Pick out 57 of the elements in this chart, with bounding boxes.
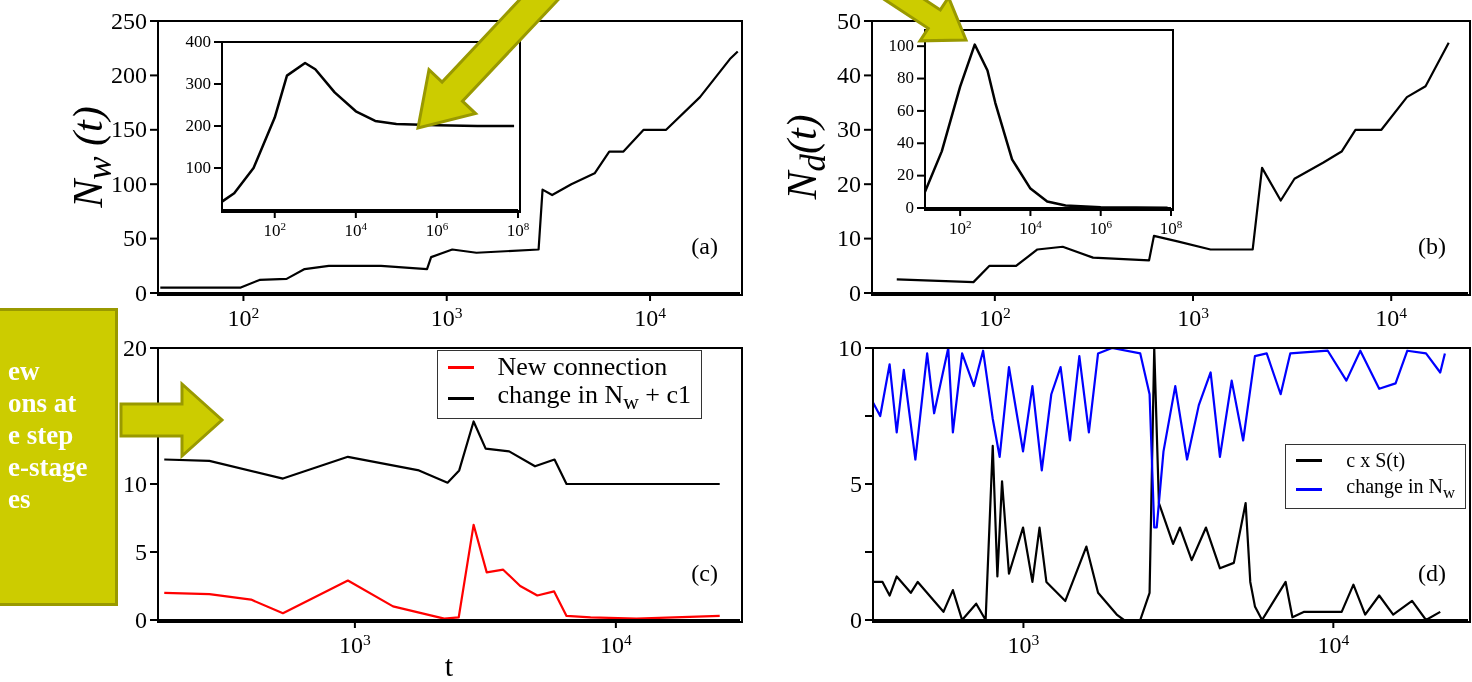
x-tick-label: 10$^{2}$ <box>978 303 1011 331</box>
x-tick-label: 10$^{2}$ <box>227 303 260 331</box>
y-tick-label: 200 <box>185 115 211 137</box>
x-tick-label: 10$^{4}$ <box>599 630 632 658</box>
y-tick-label: 100 <box>111 169 147 199</box>
y-tick-label: 100 <box>185 157 211 179</box>
y-tick-label: 0 <box>135 605 147 635</box>
y-tick-label: 20 <box>123 333 147 363</box>
y-tick-label: 40 <box>837 61 861 90</box>
y-tick-label: 0 <box>849 278 861 308</box>
x-tick-label: 10$^{4}$ <box>1317 630 1350 658</box>
y-tick-label: 30 <box>837 115 861 145</box>
y-tick-label: 0 <box>905 197 914 219</box>
legend-label: c x S(t) <box>1346 448 1406 473</box>
y-tick-label: 50 <box>123 224 147 253</box>
x-tick-label: 10$^{8}$ <box>1159 218 1183 239</box>
x-tick-label: 10$^{4}$ <box>634 303 667 331</box>
y-tick-label: 300 <box>185 73 211 95</box>
x-tick-label: 10$^{4}$ <box>1375 303 1408 331</box>
x-tick-label: 10$^{6}$ <box>425 220 449 241</box>
y-tick-label: 10 <box>123 469 147 499</box>
annotation: (b) <box>1418 233 1446 260</box>
legend-label: New connection <box>497 352 668 381</box>
y-tick-label: 5 <box>135 537 147 567</box>
y-tick-label: 80 <box>897 68 914 89</box>
x-tick-label: 10$^{2}$ <box>948 218 972 239</box>
annotation: (a) <box>691 233 718 260</box>
text: ew ons at e step e-stage es <box>0 308 118 606</box>
x-axis-title: t <box>443 649 455 682</box>
x-tick-label: 10$^{3}$ <box>1007 630 1040 658</box>
y-tick-label: 50 <box>837 6 861 36</box>
annotation: (d) <box>1418 560 1446 587</box>
annotation: (c) <box>691 560 718 587</box>
x-tick-label: 10$^{3}$ <box>339 630 371 658</box>
y-tick-label: 250 <box>111 6 147 36</box>
x-tick-label: 10$^{3}$ <box>430 303 463 331</box>
x-tick-label: 10$^{3}$ <box>1177 303 1210 331</box>
y-tick-label: 0 <box>850 605 862 635</box>
x-tick-label: 10$^{8}$ <box>506 220 530 241</box>
legend-label: change in N$_{w}$ <box>1346 474 1455 504</box>
y-tick-label: 60 <box>897 100 914 122</box>
y-tick-label: 400 <box>185 31 211 53</box>
x-tick-label: 10$^{2}$ <box>263 220 287 241</box>
y-tick-label: 100 <box>888 35 914 57</box>
x-tick-label: 10$^{4}$ <box>1019 218 1043 239</box>
y-tick-label: 20 <box>837 169 861 199</box>
y-tick-label: 200 <box>111 61 147 90</box>
y-tick-label: 5 <box>850 469 862 499</box>
y-tick-label: 0 <box>135 278 147 308</box>
x-tick-label: 10$^{6}$ <box>1089 218 1113 239</box>
y-tick-label: 10 <box>838 333 862 363</box>
x-tick-label: 10$^{4}$ <box>344 220 368 241</box>
y-tick-label: 20 <box>897 165 914 186</box>
y-tick-label: 40 <box>897 133 914 154</box>
y-tick-label: 10 <box>837 224 861 253</box>
y-tick-label: 150 <box>111 115 147 145</box>
legend-label: change in N$_{w}$ + c1 <box>497 380 691 417</box>
